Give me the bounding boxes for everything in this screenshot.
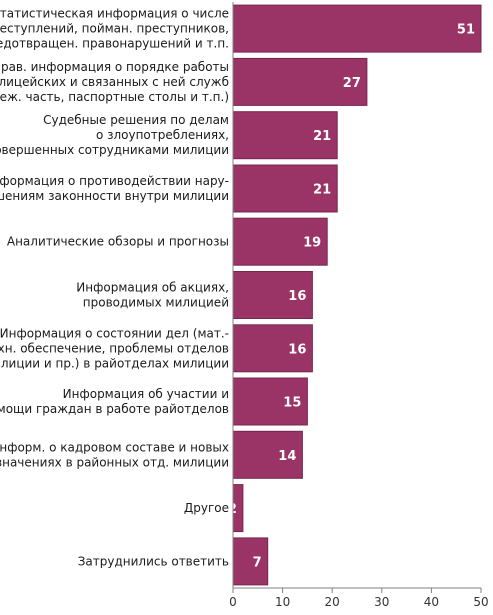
value-label-6: 16 xyxy=(288,289,306,304)
value-label-1: 51 xyxy=(457,23,475,38)
x-tick-label-0: 0 xyxy=(229,595,237,609)
category-labels-group: Статистическая информация о числе преступ… xyxy=(0,7,229,569)
bars-group xyxy=(232,4,482,586)
value-label-8: 15 xyxy=(283,396,301,411)
category-label-2: Справ. информация о порядке работы милице… xyxy=(0,60,229,104)
bar-8 xyxy=(232,377,308,426)
category-label-5: Аналитические обзоры и прогнозы xyxy=(7,235,229,249)
value-label-10: 2 xyxy=(228,502,237,517)
x-axis: 0 10 20 30 40 50 xyxy=(229,2,489,609)
value-label-11: 7 xyxy=(253,555,262,570)
bar-2 xyxy=(232,57,368,106)
x-tick-label-50: 50 xyxy=(473,595,488,609)
value-label-4: 21 xyxy=(313,183,331,198)
value-label-3: 21 xyxy=(313,129,331,144)
value-label-9: 14 xyxy=(278,449,296,464)
category-label-6: Информация об акциях, проводимых милицией xyxy=(76,281,229,310)
value-label-7: 16 xyxy=(288,342,306,357)
value-label-2: 27 xyxy=(343,76,361,91)
x-tick-label-40: 40 xyxy=(424,595,439,609)
bar-3 xyxy=(232,111,338,160)
x-tick-label-10: 10 xyxy=(275,595,290,609)
category-label-7: Информация о состоянии дел (мат.-техн. о… xyxy=(0,326,229,370)
category-label-4: Информация о противодействии нару-шениям… xyxy=(0,174,229,203)
category-label-10: Другое xyxy=(184,501,229,515)
bar-11 xyxy=(232,537,269,586)
category-label-8: Информация об участии и помощи граждан в … xyxy=(0,387,229,416)
bar-1 xyxy=(232,4,482,53)
bar-6 xyxy=(232,271,313,319)
bar-5 xyxy=(232,217,328,266)
x-tick-label-30: 30 xyxy=(374,595,389,609)
category-label-3: Судебные решения по делам о злоупотреблен… xyxy=(0,113,229,157)
category-label-11: Затруднились ответить xyxy=(78,554,229,568)
category-label-9: Информ. о кадровом составе и новых назнач… xyxy=(0,440,229,469)
bar-4 xyxy=(232,164,338,213)
value-label-5: 19 xyxy=(303,236,321,251)
x-tick-label-20: 20 xyxy=(325,595,340,609)
category-label-1: Статистическая информация о числе преступ… xyxy=(0,7,229,51)
